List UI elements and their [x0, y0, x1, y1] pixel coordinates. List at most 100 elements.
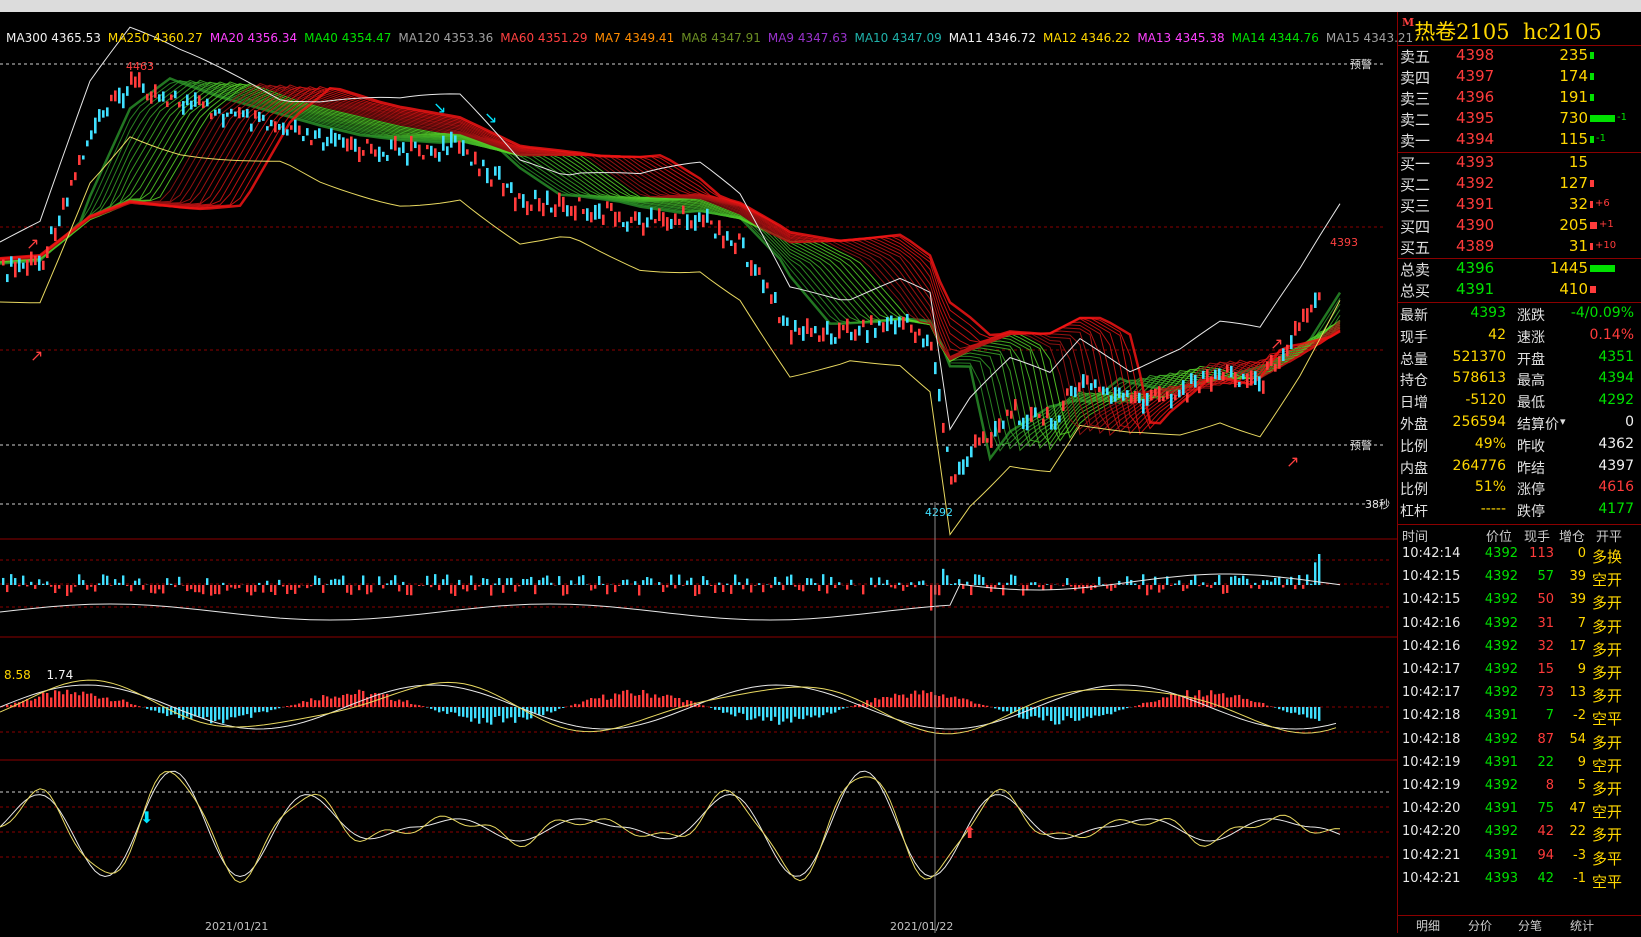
level-volume: 31	[1528, 237, 1588, 255]
order-book-row[interactable]: 卖五 4398 235	[1398, 46, 1641, 67]
macd-histogram-bar	[854, 705, 856, 707]
level-delta: +10	[1595, 240, 1616, 251]
order-book-row[interactable]: 买三 4391 32+6	[1398, 195, 1641, 216]
order-book-row[interactable]: 总买 4391 410	[1398, 280, 1641, 301]
macd-histogram-bar	[1070, 707, 1072, 718]
order-book-row[interactable]: 买五 4389 31+10	[1398, 237, 1641, 258]
level-label: 买四	[1400, 216, 1430, 237]
candle	[1126, 390, 1129, 397]
tab-detail[interactable]: 明细	[1416, 917, 1440, 934]
tick-row[interactable]: 10:42:19 4391 22 9 空开	[1398, 755, 1641, 778]
volume-bar	[154, 585, 156, 593]
candle	[598, 203, 601, 218]
stat-value: 42	[1448, 327, 1506, 343]
volume-bar	[954, 583, 956, 585]
tick-row[interactable]: 10:42:17 4392 15 9 多开	[1398, 662, 1641, 685]
order-book-row[interactable]: 卖一 4394 115-1	[1398, 130, 1641, 151]
macd-histogram-bar	[378, 693, 380, 707]
tick-price: 4392	[1480, 778, 1518, 793]
volume-bar	[970, 585, 972, 595]
volume-bar	[470, 575, 472, 585]
candle	[1294, 321, 1297, 336]
instrument-code: hc2105	[1523, 20, 1602, 44]
ma-ribbon-line	[0, 89, 1340, 429]
volume-bar	[1170, 585, 1172, 586]
ma-legend-item: MA20 4356.34	[210, 31, 297, 45]
macd-histogram-bar	[34, 699, 36, 707]
candle	[178, 102, 181, 107]
macd-histogram-bar	[90, 693, 92, 707]
volume-bar	[834, 585, 836, 588]
candle	[946, 447, 949, 452]
volume-bar	[850, 580, 852, 585]
tick-price: 4393	[1480, 871, 1518, 886]
candle	[462, 140, 465, 156]
order-book-row[interactable]: 卖三 4396 191	[1398, 88, 1641, 109]
volume-bar	[678, 575, 680, 585]
tick-row[interactable]: 10:42:15 4392 57 39 空开	[1398, 569, 1641, 592]
tick-row[interactable]: 10:42:14 4392 113 0 多换	[1398, 546, 1641, 569]
tick-row[interactable]: 10:42:18 4392 87 54 多开	[1398, 732, 1641, 755]
candle	[618, 212, 621, 223]
volume-bar	[10, 574, 12, 585]
volume-bar	[1206, 585, 1208, 587]
order-book-row[interactable]: 总卖 4396 1445	[1398, 259, 1641, 280]
candle	[254, 110, 257, 118]
candle	[322, 142, 325, 150]
chevron-down-icon[interactable]: ▾	[1560, 415, 1566, 428]
volume-bar	[110, 585, 112, 586]
volume-bar	[778, 582, 780, 585]
tick-row[interactable]: 10:42:20 4392 42 22 多开	[1398, 824, 1641, 847]
tick-row[interactable]: 10:42:16 4392 31 7 多开	[1398, 616, 1641, 639]
tick-row[interactable]: 10:42:19 4392 8 5 多开	[1398, 778, 1641, 801]
volume-bar	[1118, 581, 1120, 585]
ma-legend-item: MA40 4354.47	[304, 31, 391, 45]
candle	[1006, 410, 1009, 416]
tick-type: 空开	[1592, 569, 1622, 590]
tick-row[interactable]: 10:42:15 4392 50 39 多开	[1398, 592, 1641, 615]
candle	[922, 338, 925, 347]
volume-bar	[1194, 575, 1196, 585]
volume-bar	[918, 581, 920, 585]
volume-bar	[426, 576, 428, 585]
volume-bar	[498, 578, 500, 585]
order-book-row[interactable]: 买二 4392 127	[1398, 174, 1641, 195]
order-book-row[interactable]: 买一 4393 15	[1398, 153, 1641, 174]
tab-price-distribution[interactable]: 分价	[1468, 917, 1492, 934]
macd-histogram-bar	[1054, 707, 1056, 725]
candle	[354, 139, 357, 152]
macd-histogram-bar	[1258, 702, 1260, 707]
tick-row[interactable]: 10:42:21 4391 94 -3 多平	[1398, 848, 1641, 871]
order-book-row[interactable]: 卖二 4395 730-1	[1398, 109, 1641, 130]
candle	[594, 205, 597, 220]
candle	[866, 330, 869, 343]
macd-histogram-bar	[1114, 707, 1116, 712]
candle	[1010, 411, 1013, 419]
macd-histogram-bar	[1142, 703, 1144, 707]
tab-tick-by-tick[interactable]: 分笔	[1518, 917, 1542, 934]
ma-legend-item: MA8 4347.91	[681, 31, 761, 45]
stat-value: 264776	[1448, 458, 1506, 474]
candle	[342, 137, 345, 147]
tick-row[interactable]: 10:42:16 4392 32 17 多开	[1398, 639, 1641, 662]
volume-bar	[1202, 582, 1204, 585]
macd-histogram-bar	[986, 706, 988, 707]
tick-row[interactable]: 10:42:21 4393 42 -1 空平	[1398, 871, 1641, 894]
volume-bar	[826, 585, 828, 593]
macd-histogram-bar	[1270, 706, 1272, 707]
tick-row[interactable]: 10:42:17 4392 73 13 多开	[1398, 685, 1641, 708]
candle	[830, 333, 833, 344]
candle	[1270, 355, 1273, 366]
order-book-row[interactable]: 买四 4390 205+1	[1398, 216, 1641, 237]
level-price: 4392	[1456, 174, 1494, 192]
tick-row[interactable]: 10:42:20 4391 75 47 空开	[1398, 801, 1641, 824]
macd-histogram-bar	[602, 695, 604, 707]
macd-histogram-bar	[1202, 697, 1204, 707]
tick-row[interactable]: 10:42:18 4391 7 -2 空平	[1398, 708, 1641, 731]
macd-histogram-bar	[586, 700, 588, 707]
alert-label-bottom: 预警	[1350, 438, 1372, 452]
tab-statistics[interactable]: 统计	[1570, 917, 1594, 934]
order-book-row[interactable]: 卖四 4397 174	[1398, 67, 1641, 88]
